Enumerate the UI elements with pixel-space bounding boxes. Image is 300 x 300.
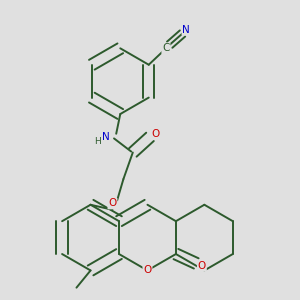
Text: O: O <box>151 129 159 139</box>
Text: O: O <box>198 261 206 271</box>
Text: H: H <box>94 137 101 146</box>
Text: O: O <box>108 199 117 208</box>
Text: C: C <box>162 44 169 53</box>
Text: O: O <box>143 266 152 275</box>
Text: N: N <box>102 133 110 142</box>
Text: N: N <box>182 25 190 35</box>
